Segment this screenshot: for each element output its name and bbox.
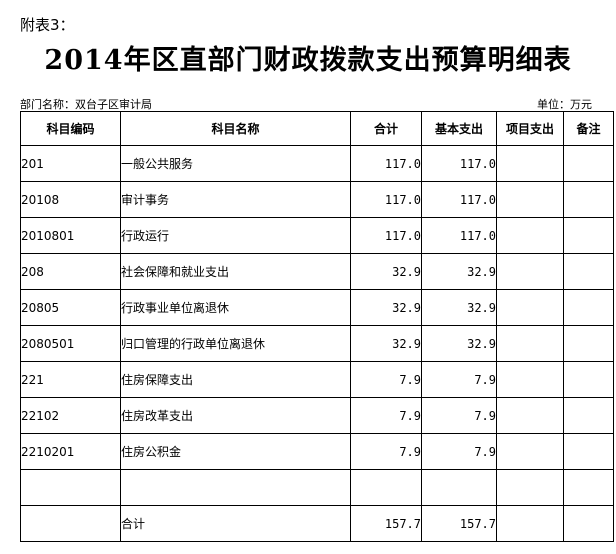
cell-basic: 117.0 bbox=[421, 145, 497, 182]
total-basic: 157.7 bbox=[421, 505, 497, 542]
cell-code: 221 bbox=[20, 361, 121, 398]
cell-total: 117.0 bbox=[350, 145, 422, 182]
cell-code-blank bbox=[20, 505, 121, 542]
table-row: 22102 住房改革支出 7.9 7.9 bbox=[20, 397, 614, 434]
department-label: 部门名称：双台子区审计局 bbox=[20, 98, 152, 111]
cell-total: 32.9 bbox=[350, 289, 422, 326]
cell-project bbox=[496, 253, 564, 290]
cell-name: 住房公积金 bbox=[120, 433, 351, 470]
total-project bbox=[496, 505, 564, 542]
header-name: 科目名称 bbox=[120, 111, 351, 146]
cell-code: 22102 bbox=[20, 397, 121, 434]
page-title: 2014年区直部门财政拨款支出预算明细表 bbox=[44, 45, 572, 76]
cell-remark bbox=[563, 433, 614, 470]
table-row-empty bbox=[20, 469, 614, 506]
cell-basic: 7.9 bbox=[421, 397, 497, 434]
attachment-label: 附表3： bbox=[20, 16, 75, 34]
cell-remark bbox=[563, 397, 614, 434]
cell-project bbox=[496, 469, 564, 506]
cell-name: 归口管理的行政单位离退休 bbox=[120, 325, 351, 362]
cell-remark bbox=[563, 325, 614, 362]
cell-basic: 117.0 bbox=[421, 217, 497, 254]
cell-code: 2210201 bbox=[20, 433, 121, 470]
table-row: 208 社会保障和就业支出 32.9 32.9 bbox=[20, 253, 614, 290]
cell-total: 32.9 bbox=[350, 253, 422, 290]
cell-project bbox=[496, 145, 564, 182]
cell-total: 7.9 bbox=[350, 397, 422, 434]
cell-remark bbox=[563, 361, 614, 398]
cell-total: 117.0 bbox=[350, 181, 422, 218]
cell-remark bbox=[563, 253, 614, 290]
cell-remark bbox=[563, 289, 614, 326]
cell-project bbox=[496, 397, 564, 434]
cell-remark bbox=[563, 469, 614, 506]
cell-name: 行政事业单位离退休 bbox=[120, 289, 351, 326]
cell-total: 117.0 bbox=[350, 217, 422, 254]
cell-code: 201 bbox=[20, 145, 121, 182]
cell-code: 20108 bbox=[20, 181, 121, 218]
cell-name: 住房保障支出 bbox=[120, 361, 351, 398]
cell-basic: 7.9 bbox=[421, 433, 497, 470]
cell-name: 审计事务 bbox=[120, 181, 351, 218]
cell-code: 20805 bbox=[20, 289, 121, 326]
header-remark: 备注 bbox=[563, 111, 614, 146]
header-basic: 基本支出 bbox=[421, 111, 497, 146]
cell-name: 社会保障和就业支出 bbox=[120, 253, 351, 290]
cell-total: 32.9 bbox=[350, 325, 422, 362]
table-row: 2080501 归口管理的行政单位离退休 32.9 32.9 bbox=[20, 325, 614, 362]
cell-code: 208 bbox=[20, 253, 121, 290]
cell-basic: 32.9 bbox=[421, 253, 497, 290]
total-remark bbox=[563, 505, 614, 542]
cell-remark bbox=[563, 181, 614, 218]
cell-remark bbox=[563, 145, 614, 182]
table-row: 2210201 住房公积金 7.9 7.9 bbox=[20, 433, 614, 470]
cell-basic: 32.9 bbox=[421, 325, 497, 362]
cell-project bbox=[496, 325, 564, 362]
table-header-row: 科目编码 科目名称 合计 基本支出 项目支出 备注 bbox=[20, 111, 614, 146]
cell-project bbox=[496, 217, 564, 254]
cell-name bbox=[120, 469, 351, 506]
cell-remark bbox=[563, 217, 614, 254]
cell-total: 7.9 bbox=[350, 361, 422, 398]
table-row: 221 住房保障支出 7.9 7.9 bbox=[20, 361, 614, 398]
cell-code: 2010801 bbox=[20, 217, 121, 254]
cell-project bbox=[496, 433, 564, 470]
cell-basic: 7.9 bbox=[421, 361, 497, 398]
cell-code bbox=[20, 469, 121, 506]
cell-project bbox=[496, 181, 564, 218]
cell-project bbox=[496, 361, 564, 398]
budget-table: 科目编码 科目名称 合计 基本支出 项目支出 备注 201 一般公共服务 117… bbox=[20, 111, 614, 542]
table-row: 201 一般公共服务 117.0 117.0 bbox=[20, 145, 614, 182]
cell-name: 住房改革支出 bbox=[120, 397, 351, 434]
table-row: 20805 行政事业单位离退休 32.9 32.9 bbox=[20, 289, 614, 326]
cell-basic bbox=[421, 469, 497, 506]
cell-total bbox=[350, 469, 422, 506]
total-label: 合计 bbox=[120, 505, 351, 542]
cell-project bbox=[496, 289, 564, 326]
header-code: 科目编码 bbox=[20, 111, 121, 146]
cell-name: 一般公共服务 bbox=[120, 145, 351, 182]
total-value: 157.7 bbox=[350, 505, 422, 542]
table-row: 20108 审计事务 117.0 117.0 bbox=[20, 181, 614, 218]
cell-basic: 32.9 bbox=[421, 289, 497, 326]
cell-basic: 117.0 bbox=[421, 181, 497, 218]
cell-name: 行政运行 bbox=[120, 217, 351, 254]
unit-label: 单位：万元 bbox=[537, 98, 592, 111]
total-row: 合计 157.7 157.7 bbox=[20, 505, 614, 542]
cell-code: 2080501 bbox=[20, 325, 121, 362]
table-row: 2010801 行政运行 117.0 117.0 bbox=[20, 217, 614, 254]
header-total: 合计 bbox=[350, 111, 422, 146]
cell-total: 7.9 bbox=[350, 433, 422, 470]
header-project: 项目支出 bbox=[496, 111, 564, 146]
